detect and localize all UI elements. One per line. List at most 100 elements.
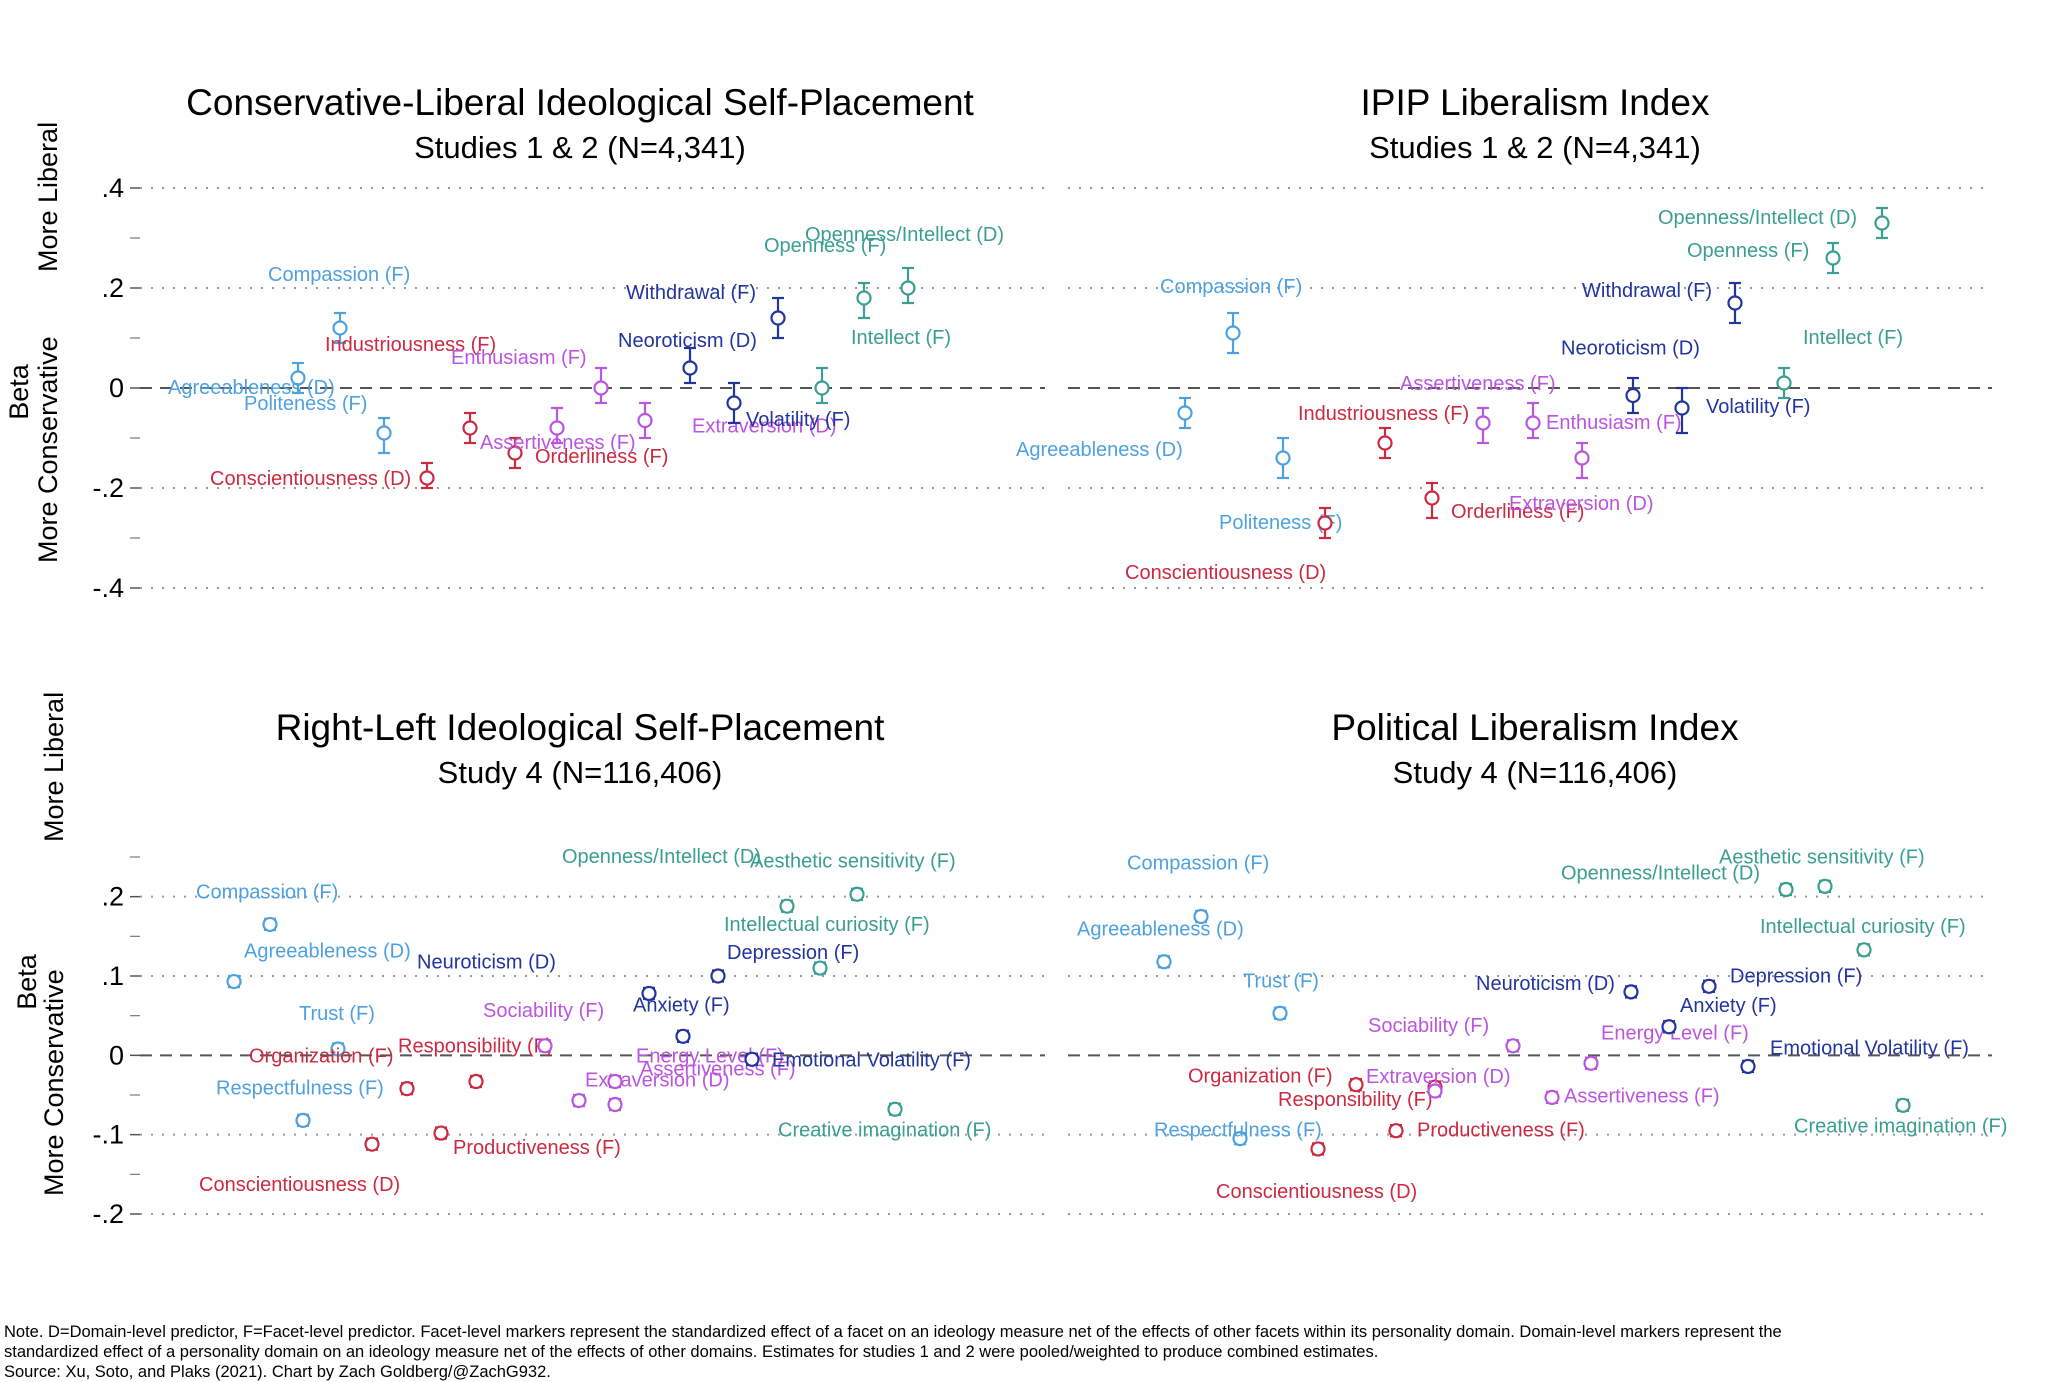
y-tick-label: .2 [101,882,124,912]
point-marker [726,395,742,411]
point-marker [1272,1005,1288,1021]
point-label: Politeness (F) [244,393,367,415]
chart-panel-2: IPIP Liberalism Index Studies 1 & 2 (N=4,… [1016,82,1992,589]
point-marker [433,1125,449,1141]
y-tick-label: 0 [109,1040,124,1070]
data-point-productiveness-f: Productiveness (F) [1388,1120,1585,1142]
data-point-intellectual-curiosity-f: Intellectual curiosity (F) [724,914,930,976]
point-label: Emotional Volatility (F) [772,1049,971,1071]
data-point-depression-f: Depression (F) [710,942,859,984]
point-marker [571,1092,587,1109]
point-marker [1727,295,1743,311]
point-marker [364,1136,380,1152]
data-point-industriousness-f: Industriousness (F) [1298,403,1469,460]
data-point-orderliness-f: Orderliness (F) [1424,481,1584,523]
point-marker [419,470,435,486]
data-point-orderliness-f: Orderliness (F) [507,436,668,470]
point-label: Neuroticism (D) [1476,973,1615,995]
data-point-assertiveness-f: Assertiveness (F) [1544,1085,1720,1107]
data-point-volatility-f: Volatility (F) [1674,386,1810,435]
point-label: Assertiveness (F) [1400,373,1556,395]
point-label: Orderliness (F) [535,446,668,468]
point-label: Depression (F) [1730,965,1862,987]
point-marker [332,320,348,336]
point-label: Openness/Intellect (D) [1561,863,1760,885]
point-marker [295,1112,311,1128]
point-label: Aesthetic sensitivity (F) [750,850,956,872]
data-point-volatility-f: Volatility (F) [726,381,850,431]
point-label: Industriousness (F) [1298,403,1469,425]
point-label: Respectfulness (F) [216,1077,384,1099]
panel-subtitle: Study 4 (N=116,406) [438,755,723,790]
point-marker [462,420,478,436]
data-point-compassion-f: Compassion (F) [196,881,338,933]
point-marker [856,290,872,306]
point-label: Politeness (F) [1219,512,1342,534]
point-label: Responsibility (F) [398,1036,552,1058]
data-point-anxiety-f: Anxiety (F) [633,994,730,1044]
point-marker [1583,1055,1599,1071]
point-label: Openness/Intellect (D) [1658,207,1857,229]
point-marker [1525,415,1541,431]
data-point-intellectual-curiosity-f: Intellectual curiosity (F) [1760,916,1966,958]
data-point-openness-f: Openness (F) [1687,240,1841,275]
data-point-extraversion-d: Extraversion (D) [637,401,836,440]
point-label: Organization (F) [249,1046,394,1068]
data-point-depression-f: Depression (F) [1701,965,1862,994]
point-label: Depression (F) [727,942,859,964]
panel-title: Conservative-Liberal Ideological Self-Pl… [186,82,974,123]
data-point-extraversion-d: Extraversion (D) [1366,1066,1510,1099]
y-tick-label: -.1 [92,1120,124,1150]
point-label: Agreeableness (D) [244,941,411,963]
y-axis-label-top: More Liberal [39,692,69,842]
y-tick-label: -.4 [92,573,124,603]
data-point-assertiveness-f: Assertiveness (F) [1400,373,1556,445]
data-point-conscientiousness-d: Conscientiousness (D) [210,461,435,490]
data-point-anxiety-f: Anxiety (F) [1661,995,1777,1035]
point-marker [1701,978,1717,994]
point-marker [641,985,657,1002]
data-point-industriousness-f: Industriousness (F) [325,334,496,445]
point-marker [1317,515,1333,531]
point-marker [468,1073,484,1090]
data-point-agreeableness-d: Agreeableness (D) [1016,396,1193,461]
point-label: Productiveness (F) [1417,1120,1585,1142]
panel-title: Political Liberalism Index [1331,707,1739,748]
data-point-openness-intellect-d: Openness/Intellect (D) [562,846,795,914]
point-label: Anxiety (F) [633,994,730,1016]
y-tick-label: -.2 [92,1199,124,1229]
note-line-3: Source: Xu, Soto, and Plaks (2021). Char… [4,1363,551,1381]
data-point-politeness-f: Politeness (F) [1219,436,1342,534]
point-label: Extraversion (D) [1509,493,1653,515]
point-marker [1817,878,1833,894]
y-axis-label-bottom: More Conservative [33,336,63,563]
data-point-openness-intellect-d: Openness/Intellect (D) [1658,206,1890,240]
point-label: Industriousness (F) [325,334,496,356]
panel-subtitle: Studies 1 & 2 (N=4,341) [414,130,746,165]
panel-title: Right-Left Ideological Self-Placement [276,707,885,748]
data-point-extraversion-d: Extraversion (D) [1509,441,1653,515]
point-marker [710,968,726,984]
data-point-conscientiousness-d: Conscientiousness (D) [199,1136,400,1196]
point-label: Aesthetic sensitivity (F) [1719,846,1925,868]
point-marker [399,1081,415,1097]
data-point-withdrawal-f: Withdrawal (F) [1582,280,1743,325]
y-axis-label-bottom: More Conservative [39,969,69,1196]
point-label: Conscientiousness (D) [199,1174,400,1196]
point-label: Intellectual curiosity (F) [1760,916,1966,938]
point-marker [744,1051,760,1067]
point-label: Orderliness (F) [1451,501,1584,523]
point-marker [1674,400,1690,416]
point-label: Intellect (F) [851,327,951,349]
data-point-creative-imagination-f: Creative imagination (F) [778,1101,991,1141]
chart-note: Note. D=Domain-level predictor, F=Facet-… [4,1322,2044,1382]
point-label: Conscientiousness (D) [1125,562,1326,584]
y-axis-label-top: More Liberal [33,122,63,272]
note-line-2: standardized effect of a personality dom… [4,1343,1379,1361]
point-label: Extraversion (D) [1366,1066,1510,1088]
point-marker [1874,215,1890,231]
point-marker [1225,325,1241,341]
y-axis-label: Beta [4,363,34,420]
point-marker [900,280,916,296]
data-point-emotional-volatility-f: Emotional Volatility (F) [1740,1037,1969,1075]
